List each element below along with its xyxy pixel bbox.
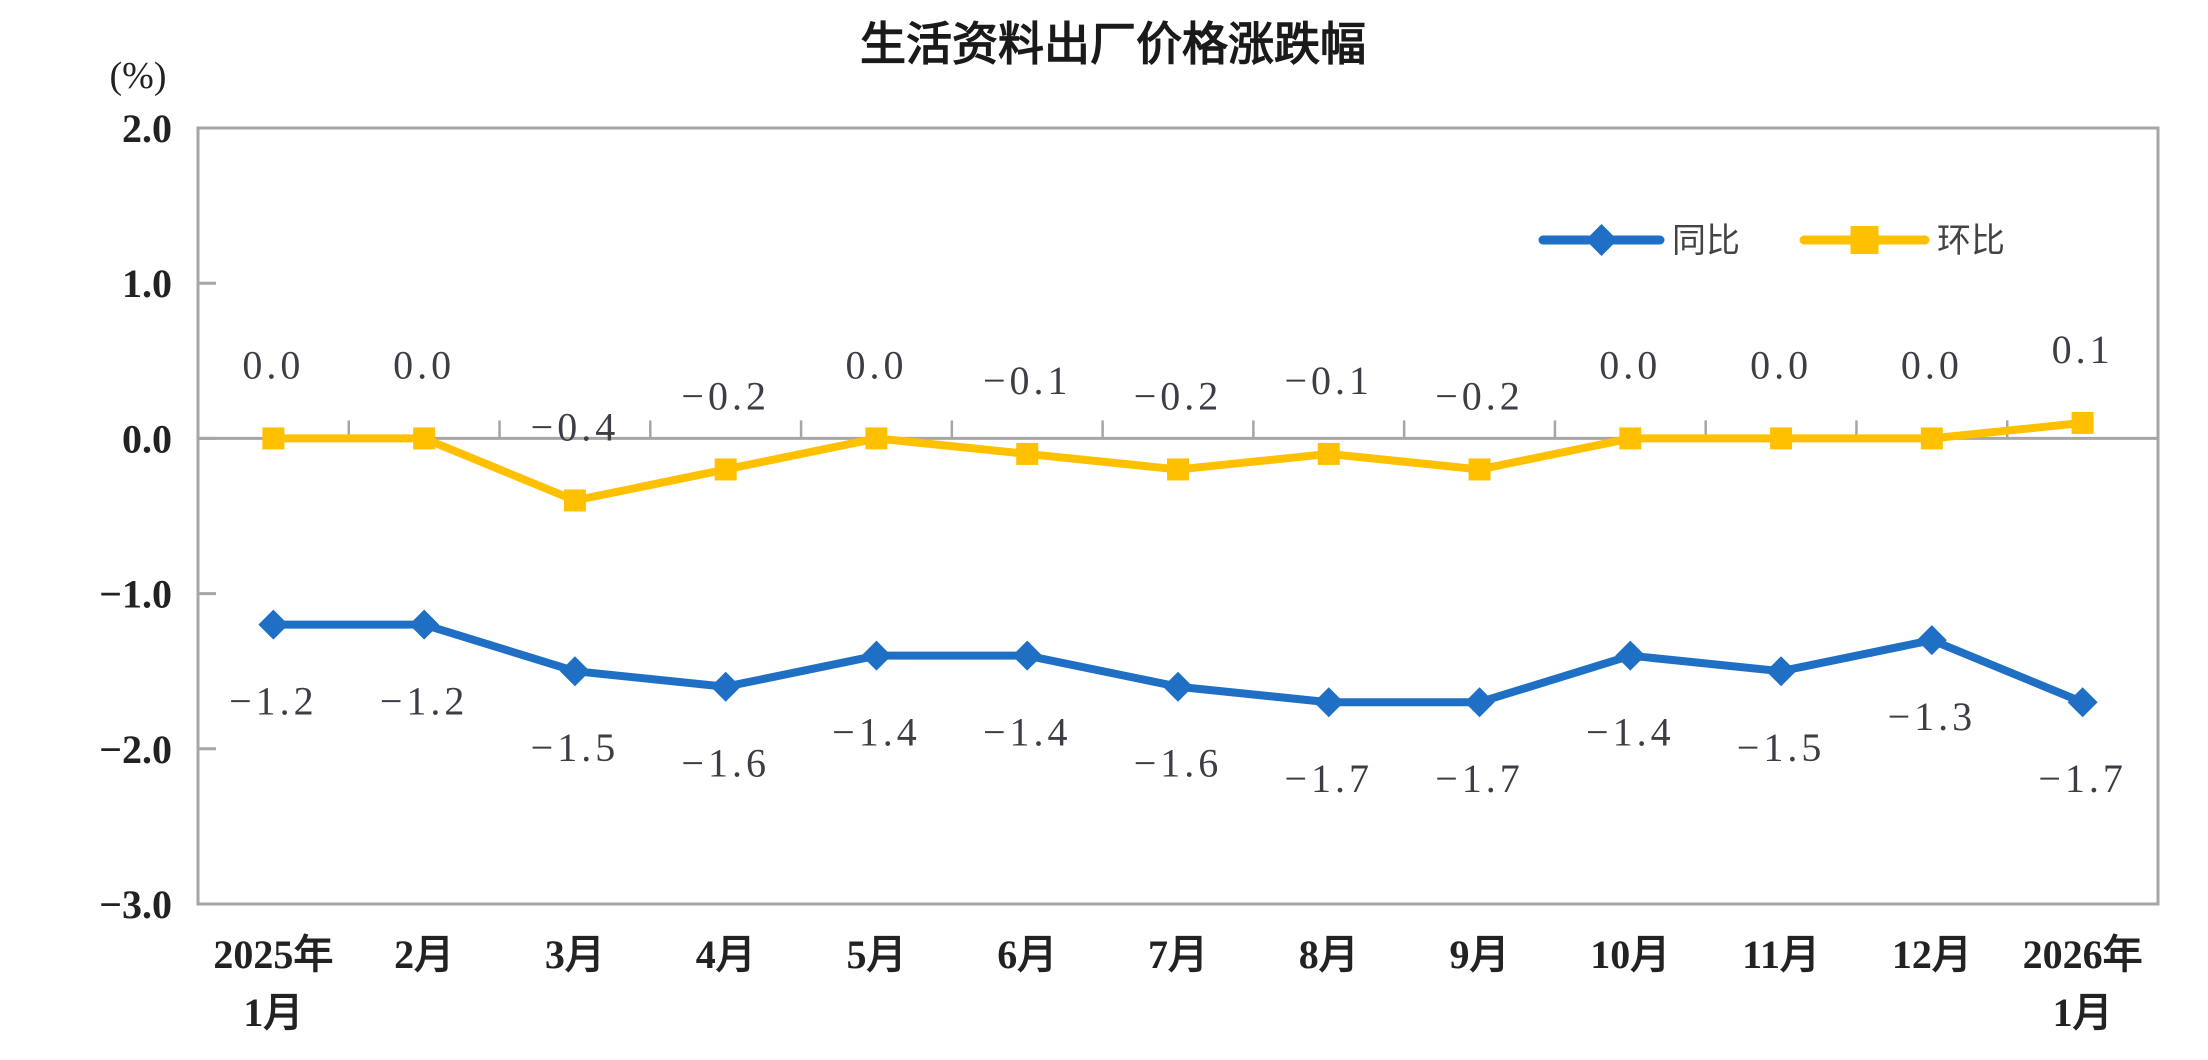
series-layer: −1.2 −1.2 −1.5 −1.6 −1.4 −1.4 −1.6 −1.7 −1.7 −1.4…: [229, 327, 2127, 801]
series-yoy-marker-diamond: [1163, 671, 1193, 702]
series-mom-data-label: −0.1: [983, 358, 1072, 403]
x-tick-label: 2025年 1月: [213, 932, 333, 1035]
series-mom-data-label: 0.1: [2052, 327, 2114, 372]
series-yoy-data-label: −1.5: [1737, 725, 1826, 770]
x-tick-label: 2026年 1月: [2023, 932, 2143, 1035]
series-mom-marker-square: [1016, 442, 1039, 465]
legend-series-yoy-label: 同比: [1672, 222, 1740, 260]
series-yoy-data-label: −1.2: [229, 679, 318, 724]
x-tick-label: 3月: [545, 932, 605, 977]
series-mom-marker-square: [413, 427, 436, 450]
series-mom-data-label: 0.0: [1599, 342, 1661, 387]
legend-series-yoy-marker: [1585, 224, 1618, 256]
series-mom-data-label: 0.0: [1901, 342, 1963, 387]
legend-series-mom-label: 环比: [1937, 222, 2005, 260]
series-yoy-marker-diamond: [1615, 640, 1646, 671]
y-tick-label: 1.0: [122, 261, 172, 306]
series-yoy-data-label: −1.7: [2038, 756, 2127, 801]
y-tick-label: 2.0: [122, 106, 172, 151]
series-mom: 0.0 0.0 −0.4 −0.2 0.0 −0.1 −0.2 −0.1 −0.2 0.0 0.0 0…: [242, 327, 2114, 512]
legend-series-mom-marker: [1850, 226, 1879, 254]
series-yoy-data-label: −1.2: [380, 679, 469, 724]
plot-frame: [196, 126, 2160, 906]
x-tick-label: 10月: [1590, 932, 1670, 977]
x-tick-label: 11月: [1742, 932, 1820, 977]
series-yoy-marker-diamond: [2067, 687, 2098, 718]
series-mom-data-label: −0.4: [531, 404, 620, 449]
series-yoy-data-label: −1.6: [1134, 741, 1223, 786]
series-mom-marker-square: [1317, 442, 1340, 465]
series-yoy-marker-diamond: [1012, 640, 1043, 671]
series-yoy-data-label: −1.5: [531, 725, 620, 770]
series-yoy-marker-diamond: [1313, 687, 1344, 718]
series-yoy-data-label: −1.3: [1888, 694, 1977, 739]
series-mom-data-label: 0.0: [242, 342, 304, 387]
series-mom-data-label: −0.1: [1284, 358, 1373, 403]
series-mom-data-label: 0.0: [845, 342, 907, 387]
series-yoy-data-label: −1.6: [681, 741, 770, 786]
y-tick-label: −2.0: [99, 727, 172, 772]
chart-title: 生活资料出厂价格涨跌幅: [860, 18, 1366, 70]
series-yoy-marker-diamond: [409, 609, 440, 640]
series-yoy-marker-diamond: [1916, 625, 1947, 656]
series-yoy-data-label: −1.4: [983, 710, 1072, 755]
legend: 同比 环比: [1538, 222, 2005, 260]
series-mom-marker-square: [1619, 427, 1642, 450]
series-mom-data-label: −0.2: [1134, 373, 1223, 418]
x-tick-label: 2月: [394, 932, 454, 977]
series-mom-marker-square: [262, 427, 285, 450]
y-tick-label: −3.0: [99, 882, 172, 927]
x-tick-label: 9月: [1450, 932, 1510, 977]
y-axis-unit-label: (%): [110, 55, 167, 97]
series-yoy: −1.2 −1.2 −1.5 −1.6 −1.4 −1.4 −1.6 −1.7 −1.7 −1.4…: [229, 609, 2127, 801]
series-mom-marker-square: [865, 427, 888, 450]
x-tick-label: 7月: [1148, 932, 1208, 977]
x-tick-label: 8月: [1299, 932, 1359, 977]
x-tick-label: 12月: [1892, 932, 1972, 977]
axis-labels-layer: 2.0 1.0 0.0 −1.0 −2.0 −3.0 2025年 1月 2月 3月 4月 5月 6月 7月…: [99, 106, 2142, 1035]
series-mom-marker-square: [1167, 458, 1189, 481]
legend-item-series-yoy: 同比: [1538, 222, 1740, 260]
series-yoy-marker-diamond: [559, 656, 590, 687]
series-yoy-marker-diamond: [1464, 687, 1495, 718]
series-mom-marker-square: [1468, 458, 1491, 481]
x-tick-label: 5月: [846, 932, 906, 977]
series-yoy-data-label: −1.4: [832, 710, 921, 755]
series-mom-marker-square: [563, 489, 586, 512]
series-yoy-data-label: −1.4: [1586, 710, 1675, 755]
series-mom-marker-square: [1920, 427, 1943, 450]
series-yoy-data-label: −1.7: [1435, 756, 1524, 801]
series-mom-marker-square: [714, 458, 737, 481]
series-mom-data-label: 0.0: [1750, 342, 1812, 387]
series-yoy-marker-diamond: [861, 640, 892, 671]
series-yoy-marker-diamond: [1766, 656, 1797, 687]
series-yoy-marker-diamond: [710, 671, 741, 702]
series-mom-data-label: −0.2: [1435, 373, 1524, 418]
x-tick-label: 6月: [997, 932, 1057, 977]
series-mom-data-label: 0.0: [393, 342, 455, 387]
series-mom-data-label: −0.2: [681, 373, 770, 418]
y-tick-label: −1.0: [99, 572, 172, 617]
series-mom-marker-square: [1770, 427, 1793, 450]
series-yoy-data-label: −1.7: [1284, 756, 1373, 801]
legend-item-series-mom: 环比: [1799, 222, 2005, 260]
y-tick-label: 0.0: [122, 416, 172, 461]
series-yoy-marker-diamond: [258, 609, 289, 640]
x-tick-label: 4月: [696, 932, 756, 977]
series-mom-marker-square: [2071, 411, 2094, 434]
